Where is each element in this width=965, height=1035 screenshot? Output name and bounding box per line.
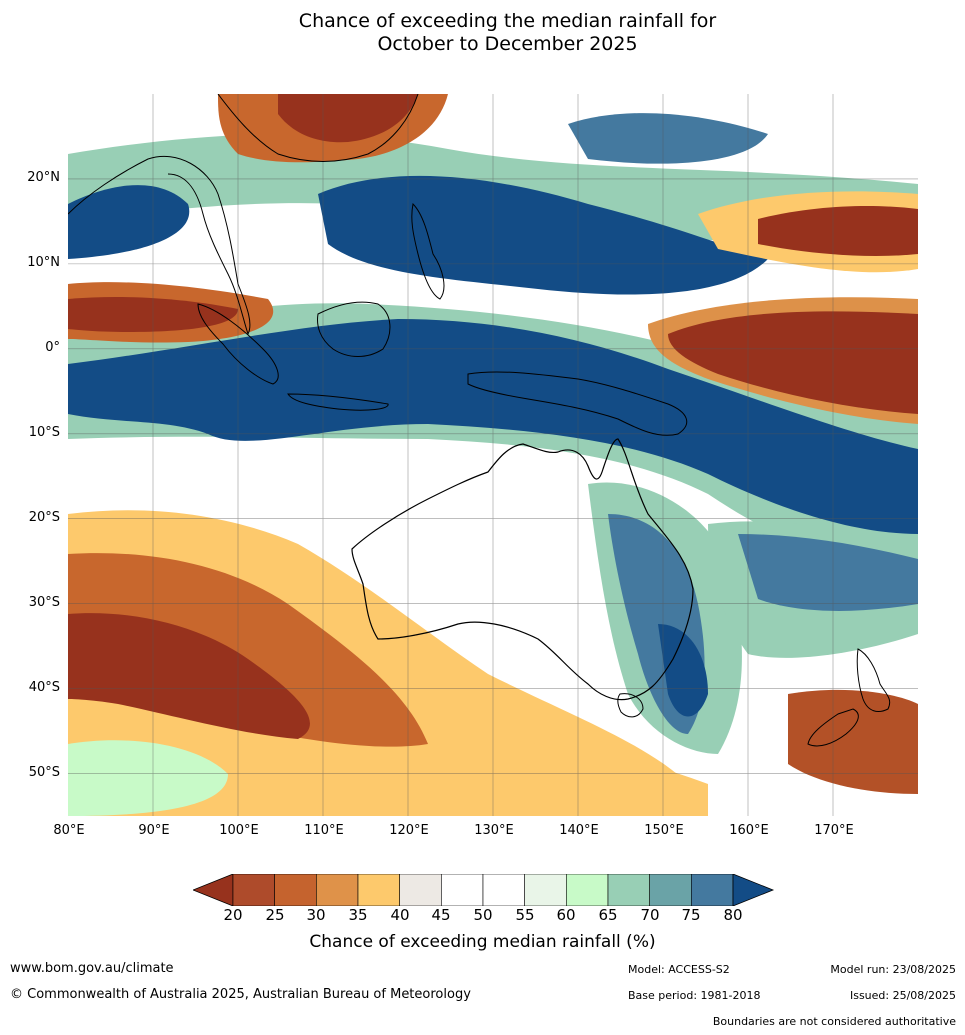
- dry-equatorial-pacific-core: [668, 311, 918, 414]
- dry-north-pacific-core: [758, 206, 918, 256]
- australia-coastline: [351, 438, 694, 701]
- website-link[interactable]: www.bom.gov.au/climate: [10, 961, 174, 976]
- colorbar-below-arrow: [193, 874, 234, 906]
- title-line-2: October to December 2025: [377, 33, 638, 55]
- map-canvas: [67, 93, 918, 816]
- lat-label: 10°N: [27, 255, 60, 270]
- colorbar-above-arrow: [732, 874, 775, 906]
- lon-label: 170°E: [814, 823, 854, 838]
- colorbar-cell: [232, 874, 275, 906]
- borneo-coastline: [317, 301, 391, 357]
- new-zealand-south-island: [807, 708, 859, 747]
- colorbar-cell: [566, 874, 609, 906]
- disclaimer-text: Boundaries are not considered authoritat…: [712, 1015, 956, 1028]
- colorbar-tick: 45: [431, 906, 451, 924]
- wet-tasman-core: [738, 534, 918, 611]
- mainland-asia-coastline: [67, 93, 419, 336]
- lon-label: 120°E: [389, 823, 429, 838]
- wet-core-south-china-sea: [318, 175, 768, 295]
- colorbar-tick: 65: [598, 906, 618, 924]
- lon-label: 110°E: [304, 823, 344, 838]
- dry-south-nz: [788, 689, 918, 794]
- colorbar-cell: [691, 874, 734, 906]
- colorbar-tick: 20: [223, 906, 243, 924]
- colorbar-tick: 75: [681, 906, 701, 924]
- lon-label: 100°E: [219, 823, 259, 838]
- lat-label: 30°S: [28, 595, 60, 610]
- wet-southern-green: [68, 740, 228, 816]
- colorbar-cell: [399, 874, 442, 906]
- colorbar-cell: [482, 874, 525, 906]
- graticule: [68, 94, 918, 816]
- lat-label: 20°N: [27, 170, 60, 185]
- lat-label: 0°: [45, 340, 60, 355]
- colorbar-tick: 70: [640, 906, 660, 924]
- colorbar-cells: [232, 874, 734, 906]
- model-run-text: Model run: 23/08/2025: [830, 963, 956, 976]
- dry-southern-ocean: [428, 741, 708, 816]
- tasmania-coastline: [617, 693, 644, 718]
- colorbar-cell: [524, 874, 567, 906]
- colorbar-tick: 30: [306, 906, 326, 924]
- chart-title: Chance of exceeding the median rainfall …: [0, 10, 965, 56]
- colorbar-tick: 80: [723, 906, 743, 924]
- base-period-text: Base period: 1981-2018: [628, 989, 761, 1002]
- lon-label: 140°E: [559, 823, 599, 838]
- new-zealand-north-island: [856, 648, 891, 712]
- colorbar-tick: 50: [473, 906, 493, 924]
- lon-label: 150°E: [644, 823, 684, 838]
- colorbar-cell: [607, 874, 650, 906]
- colorbar-tick: 25: [265, 906, 285, 924]
- lon-label: 130°E: [474, 823, 514, 838]
- wet-core-bay-of-bengal: [68, 185, 190, 259]
- colorbar-cell: [357, 874, 400, 906]
- lat-label: 20°S: [28, 510, 60, 525]
- rainfall-map: [67, 93, 918, 816]
- colorbar-tick: 55: [515, 906, 535, 924]
- copyright-text: © Commonwealth of Australia 2025, Austra…: [10, 987, 471, 1002]
- java-coastline: [287, 393, 389, 411]
- colorbar-title: Chance of exceeding median rainfall (%): [309, 932, 656, 952]
- wet-east-australia-darkcore: [658, 624, 708, 717]
- dry-south-china-core: [278, 94, 418, 143]
- lat-label: 40°S: [28, 680, 60, 695]
- new-guinea-coastline: [467, 371, 688, 436]
- colorbar: [193, 874, 775, 906]
- lat-label: 10°S: [28, 425, 60, 440]
- colorbar-tick: 60: [556, 906, 576, 924]
- colorbar-tick: 40: [390, 906, 410, 924]
- lat-label: 50°S: [28, 765, 60, 780]
- dry-southern-indian-core: [68, 613, 310, 739]
- wet-core-philippines-east: [568, 113, 768, 164]
- lon-label: 80°E: [53, 823, 85, 838]
- colorbar-cell: [441, 874, 484, 906]
- philippines-coastline: [411, 202, 445, 300]
- issued-text: Issued: 25/08/2025: [849, 989, 956, 1002]
- lon-label: 90°E: [138, 823, 170, 838]
- colorbar-cell: [274, 874, 317, 906]
- title-line-1: Chance of exceeding the median rainfall …: [298, 10, 717, 32]
- colorbar-cell: [316, 874, 359, 906]
- sumatra-coastline: [197, 303, 279, 385]
- colorbar-tick: 35: [348, 906, 368, 924]
- model-text: Model: ACCESS-S2: [628, 963, 730, 976]
- lon-label: 160°E: [729, 823, 769, 838]
- colorbar-cell: [649, 874, 692, 906]
